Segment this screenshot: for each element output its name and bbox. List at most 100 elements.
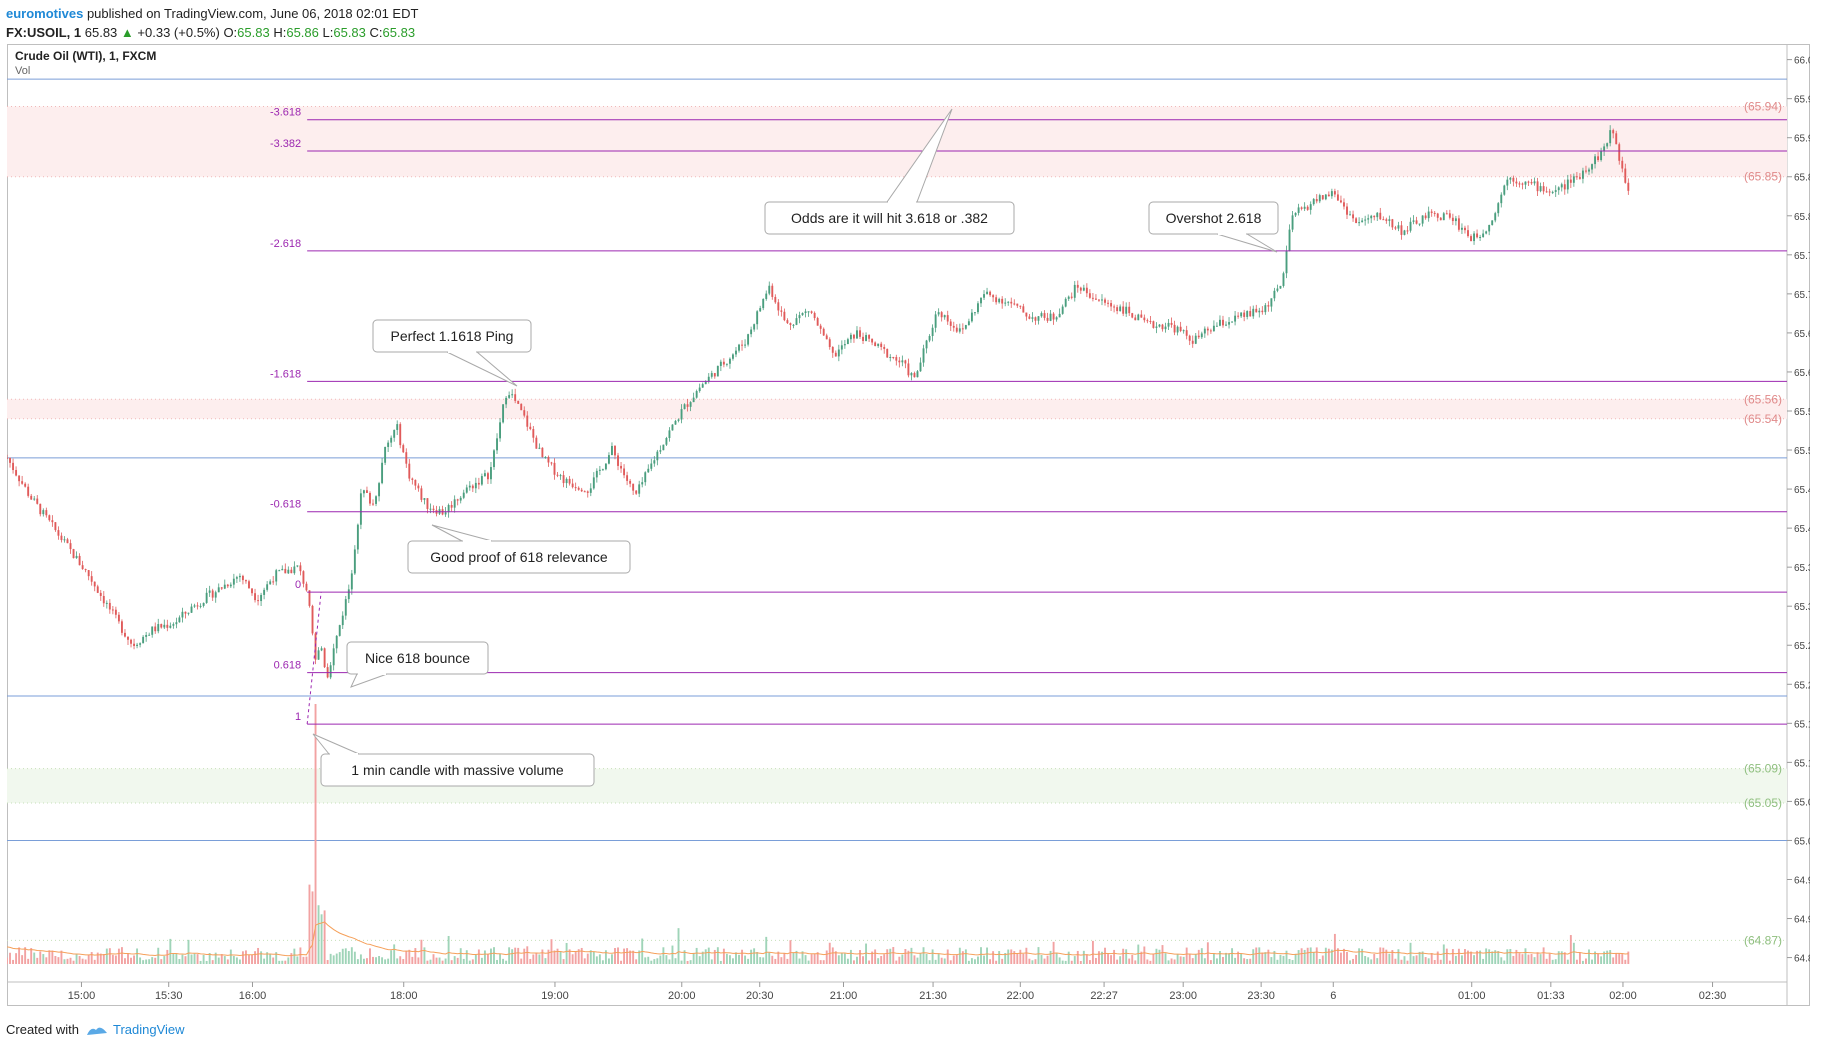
candle-body — [1113, 306, 1116, 308]
volume-bar — [211, 960, 214, 964]
volume-bar — [886, 949, 889, 964]
volume-bar — [229, 949, 232, 964]
annotation-callout[interactable]: Odds are it will hit 3.618 or .382 — [764, 108, 1015, 235]
candle-body — [1052, 313, 1055, 320]
candle-body — [1082, 287, 1085, 291]
candle-body — [266, 584, 269, 590]
close-value: 65.83 — [382, 25, 416, 40]
volume-bar — [1503, 960, 1506, 964]
candle-body — [1237, 315, 1240, 317]
candles — [7, 125, 1630, 680]
candle-body — [462, 492, 465, 498]
volume-bar — [973, 959, 976, 964]
volume-bar — [1070, 960, 1073, 964]
candle-body — [1585, 170, 1587, 172]
candle-body — [526, 415, 529, 427]
volume-bar — [1548, 953, 1551, 964]
volume-bar — [223, 956, 226, 964]
volume-bar — [1321, 955, 1324, 964]
price-tick-label: 65.80 — [1794, 212, 1810, 223]
volume-bar — [420, 939, 423, 964]
volume-bar — [96, 952, 99, 964]
volume-bar — [1149, 960, 1152, 964]
volume-bar — [1019, 949, 1022, 964]
candle-body — [1627, 182, 1630, 191]
volume-bar — [732, 958, 734, 964]
volume-bar — [1403, 956, 1406, 964]
annotation-callout[interactable]: Good proof of 618 relevance — [407, 524, 631, 574]
volume-bar — [1231, 948, 1234, 964]
candle-body — [269, 581, 272, 585]
chart-frame[interactable]: (65.94) (65.85) (65.56) (65.54) (65.09) (65.0… — [7, 44, 1810, 1006]
candle-body — [977, 303, 979, 313]
volume-bar — [471, 959, 474, 964]
candle-body — [1379, 212, 1382, 220]
candle-body — [1107, 302, 1109, 304]
candle-body — [211, 590, 214, 598]
candle-body — [568, 478, 571, 484]
candle-body — [680, 409, 683, 420]
volume-bar — [462, 958, 465, 964]
volume-bar — [995, 960, 998, 964]
volume-bar — [986, 947, 988, 964]
volume-bar — [287, 957, 290, 964]
volume-bar — [27, 958, 30, 964]
volume-bar — [1572, 942, 1575, 964]
candle-body — [1388, 219, 1391, 221]
volume-bar — [1585, 958, 1587, 964]
fib-trend-line[interactable] — [306, 592, 322, 725]
volume-bar — [335, 953, 338, 964]
candle-body — [674, 420, 677, 425]
candle-body — [390, 437, 393, 443]
volume-bar — [111, 954, 114, 964]
volume-bar — [1119, 956, 1122, 964]
annotation-callout[interactable]: 1 min candle with massive volume — [312, 733, 595, 787]
annotation-callout[interactable]: Perfect 1.1618 Ping — [372, 319, 532, 387]
candle-body — [108, 602, 111, 610]
volume-bar — [1436, 951, 1439, 964]
candle-body — [562, 475, 565, 484]
volume-bar — [344, 948, 347, 964]
volume-bar — [1297, 950, 1300, 964]
tradingview-link[interactable]: TradingView — [85, 1022, 185, 1037]
chart-header: euromotives published on TradingView.com… — [6, 4, 418, 42]
annotation-callout[interactable]: Nice 618 bounce — [346, 641, 489, 688]
annotation-callout[interactable]: Overshot 2.618 — [1148, 201, 1279, 253]
candle-body — [332, 648, 335, 666]
candle-body — [1603, 146, 1606, 151]
volume-bar — [1076, 950, 1079, 964]
volume-bar — [674, 958, 677, 964]
candle-body — [1512, 177, 1515, 182]
price-axis[interactable]: 66.00 65.95 65.90 65.85 65.80 65.75 65.70 65.65… — [1787, 56, 1810, 965]
candle-body — [753, 324, 756, 330]
volume-bar — [99, 953, 102, 964]
volume-bar — [1340, 952, 1342, 964]
candle-body — [1406, 230, 1409, 232]
volume-bars — [7, 704, 1630, 964]
close-label: C: — [369, 25, 383, 40]
candle-body — [919, 362, 922, 372]
callout-text: Overshot 2.618 — [1166, 210, 1262, 226]
time-axis[interactable]: 15:00 15:30 16:00 18:00 19:00 20:00 20:30 21:00… — [68, 982, 1727, 1002]
author-link[interactable]: euromotives — [6, 6, 84, 21]
volume-bar — [801, 951, 804, 964]
candle-body — [635, 490, 638, 494]
volume-bar — [157, 947, 160, 964]
candle-body — [1403, 230, 1406, 235]
volume-bar — [559, 951, 562, 964]
candle-body — [181, 611, 184, 618]
price-tick-label: 64.95 — [1794, 875, 1810, 886]
volume-bar — [728, 955, 731, 964]
candle-body — [831, 347, 834, 353]
volume-bar — [483, 950, 486, 964]
fibonacci-levels[interactable]: -3.618 -3.382 -2.618 -1.618 -0.618 0 0.618 1 — [270, 107, 1787, 725]
candle-body — [1594, 156, 1596, 165]
candle-body — [238, 575, 241, 578]
candle-body — [1527, 181, 1530, 183]
candle-body — [735, 350, 737, 355]
candle-body — [320, 648, 323, 651]
volume-bar — [387, 958, 390, 964]
volume-bar — [868, 960, 871, 964]
candle-body — [964, 325, 967, 329]
volume-bar — [18, 947, 21, 964]
